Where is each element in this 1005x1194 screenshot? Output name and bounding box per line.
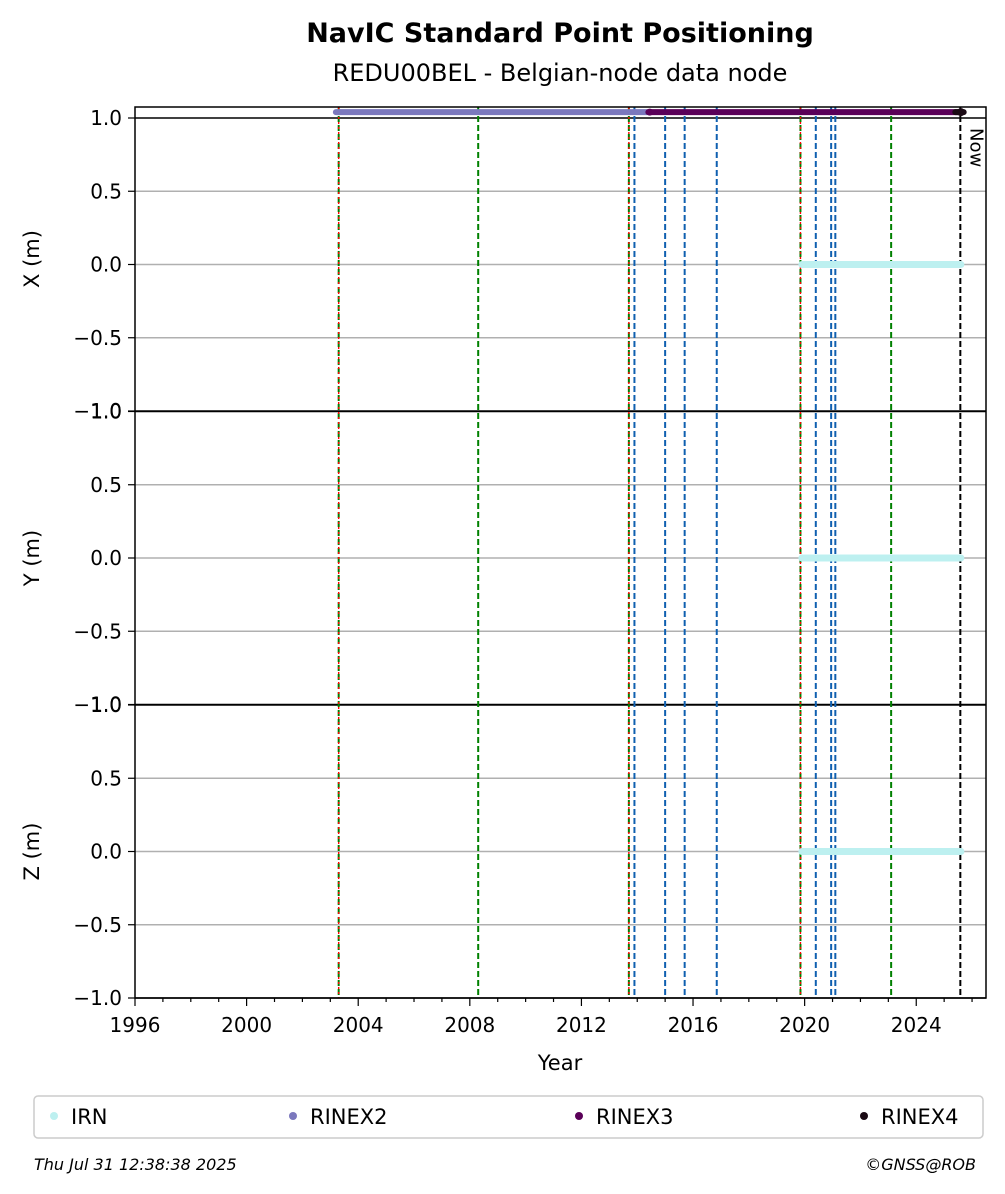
legend-entry: IRN bbox=[71, 1105, 108, 1129]
series-rinex3-point bbox=[646, 108, 654, 116]
y-tick-label: −1.0 bbox=[73, 399, 122, 423]
x-tick-label: 2020 bbox=[779, 1013, 830, 1037]
legend-entry: RINEX3 bbox=[596, 1105, 674, 1129]
y-tick-label: 1.0 bbox=[90, 400, 122, 424]
legend-frame bbox=[33, 1095, 984, 1139]
footer-timestamp: Thu Jul 31 12:38:38 2025 bbox=[34, 1155, 237, 1174]
axes-frame bbox=[134, 106, 987, 999]
y-tick-label: 0.0 bbox=[90, 840, 122, 864]
plot-area: −1.0 −0.5 0.0 0.5 1.0 X (m) −1.0 −0.5 0.0 0.5 1.0 Y… bbox=[20, 106, 987, 1037]
x-tick-label: 2004 bbox=[333, 1013, 384, 1037]
legend-entry: RINEX2 bbox=[310, 1105, 388, 1129]
legend-marker bbox=[289, 1112, 297, 1120]
y-tick-label: 1.0 bbox=[90, 693, 122, 717]
legend-marker bbox=[860, 1112, 868, 1120]
now-label: Now bbox=[965, 128, 986, 167]
y-axis-label: Y (m) bbox=[20, 530, 44, 587]
y-tick-label: −1.0 bbox=[73, 986, 122, 1010]
legend-marker bbox=[575, 1112, 583, 1120]
footer-credit: ©GNSS@ROB bbox=[865, 1155, 976, 1174]
y-tick-label: 0.5 bbox=[90, 766, 122, 790]
y-tick-label: 0.0 bbox=[90, 546, 122, 570]
legend-entry: RINEX4 bbox=[881, 1105, 959, 1129]
y-axis-label: X (m) bbox=[20, 230, 44, 288]
legend: IRN RINEX2 RINEX3 RINEX4 bbox=[33, 1095, 984, 1139]
legend-marker bbox=[50, 1112, 58, 1120]
series-rinex4-point bbox=[956, 108, 965, 117]
y-tick-label: −0.5 bbox=[73, 913, 122, 937]
y-tick-label: 0.5 bbox=[90, 473, 122, 497]
x-tick-label: 2016 bbox=[668, 1013, 719, 1037]
chart-subtitle: REDU00BEL - Belgian-node data node bbox=[333, 59, 788, 87]
y-tick-label: 0.5 bbox=[90, 179, 122, 203]
y-tick-label: 0.0 bbox=[90, 253, 122, 277]
x-tick-label: 2012 bbox=[556, 1013, 607, 1037]
chart-title: NavIC Standard Point Positioning bbox=[306, 18, 814, 49]
x-tick-label: 2024 bbox=[891, 1013, 942, 1037]
x-tick-label: 2000 bbox=[221, 1013, 272, 1037]
y-tick-label: 1.0 bbox=[90, 106, 122, 130]
y-axis-label: Z (m) bbox=[20, 823, 44, 881]
x-axis-label: Year bbox=[537, 1051, 583, 1075]
y-tick-label: −1.0 bbox=[73, 693, 122, 717]
y-tick-label: −0.5 bbox=[73, 326, 122, 350]
x-tick-label: 2008 bbox=[444, 1013, 495, 1037]
x-tick-label: 1996 bbox=[110, 1013, 161, 1037]
y-tick-label: −0.5 bbox=[73, 619, 122, 643]
